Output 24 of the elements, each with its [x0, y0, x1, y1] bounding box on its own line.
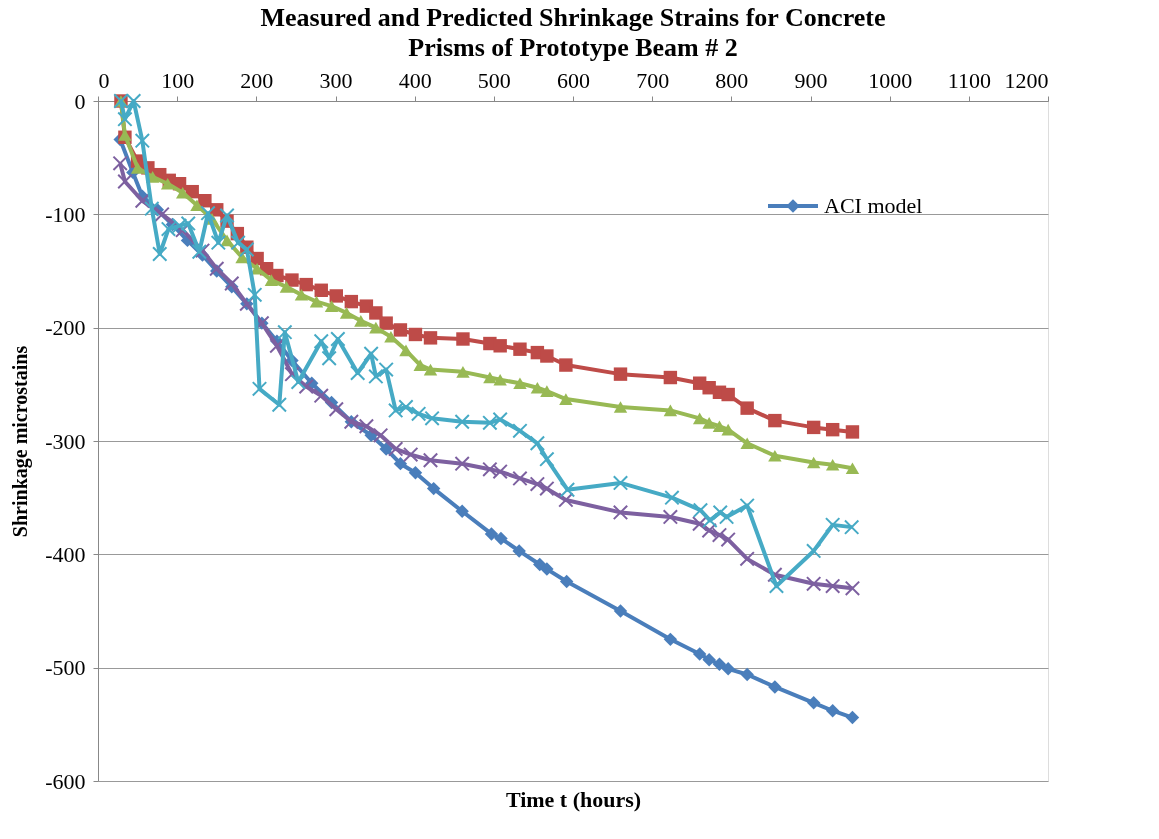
y-tick-label: -600 [45, 768, 86, 794]
x-tick-label: 900 [794, 67, 828, 93]
x-tick-label: 600 [557, 67, 590, 93]
y-tick-label: -300 [45, 428, 86, 454]
y-tick-label: 0 [74, 88, 86, 114]
x-tick-label: 300 [319, 67, 353, 93]
x-tick-label: 100 [161, 67, 195, 93]
x-tick-label: 800 [715, 67, 749, 93]
y-tick-label: -400 [45, 541, 86, 567]
x-axis-title: Time t (hours) [505, 786, 642, 812]
y-tick-label: -500 [45, 655, 86, 681]
x-tick-label: 700 [636, 67, 670, 93]
x-tick-label: 1000 [868, 67, 913, 93]
x-tick-label: 200 [240, 67, 274, 93]
y-axis-title: Shrinkage microstains [9, 345, 33, 538]
chart-title: Measured and Predicted Shrinkage Strains for Concrete Prisms of Prototype Beam # 2 [260, 3, 886, 62]
legend-label: ACI model [824, 193, 923, 218]
x-tick-label: 1200 [1004, 67, 1049, 93]
x-tick-label: 0 [98, 67, 110, 93]
x-tick-label: 400 [398, 67, 432, 93]
x-tick-label: 1100 [947, 67, 991, 93]
y-tick-label: -200 [45, 315, 86, 341]
y-tick-label: -100 [45, 201, 86, 227]
x-tick-label: 500 [477, 67, 511, 93]
